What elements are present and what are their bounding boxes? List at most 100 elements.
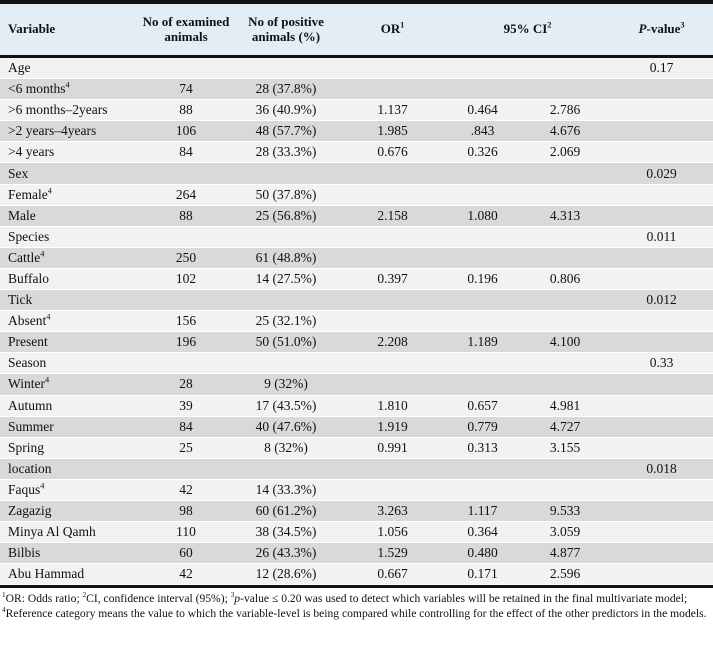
row-label: Age — [8, 60, 31, 76]
cell-ci_low: 1.189 — [467, 334, 498, 350]
cell-or: 0.397 — [377, 270, 408, 286]
cell-pvalue: 0.011 — [646, 228, 677, 244]
reference-category-superscript: 4 — [40, 481, 45, 491]
col-header-ci: 95% CI2 — [503, 20, 552, 37]
cell-ci_high: 2.786 — [549, 102, 581, 118]
row-label: >6 months–2years — [8, 102, 108, 118]
pvalue-superscript: 3 — [680, 20, 685, 30]
cell-ci_low: 0.480 — [467, 545, 498, 561]
table-row: Species 0.011 — [0, 226, 713, 248]
cell-pvalue: 0.018 — [646, 460, 677, 476]
row-label: <6 months4 — [8, 80, 70, 97]
table-row: Sex 0.029 — [0, 163, 713, 185]
table-row: >4 years 84 28 (33.3%) 0.676 0.326 2.069 — [0, 142, 713, 164]
reference-category-superscript: 4 — [40, 249, 45, 259]
cell-or: 1.919 — [377, 418, 408, 434]
table-header: Variable No of examined animals No of po… — [0, 0, 713, 58]
cell-positive: 28 (33.3%) — [255, 144, 317, 160]
cell-examined: 98 — [179, 503, 193, 519]
table-footnote: 1OR: Odds ratio; 2CI, confidence interva… — [2, 591, 707, 621]
cell-ci_low: 0.779 — [467, 418, 498, 434]
cell-positive: 61 (48.8%) — [255, 249, 317, 265]
cell-or: 1.137 — [377, 102, 408, 118]
table-row: Minya Al Qamh 110 38 (34.5%) 1.056 0.364 3.05… — [0, 522, 713, 544]
cell-ci_high: 0.806 — [549, 270, 581, 286]
table-body: Age 0.17 <6 months4 74 28 (37.8%) >6 months–2… — [0, 58, 713, 589]
row-label: Species — [8, 228, 50, 244]
cell-examined: 88 — [179, 102, 193, 118]
cell-examined: 88 — [179, 207, 193, 223]
cell-pvalue: 0.029 — [646, 165, 677, 181]
cell-ci_high: 4.313 — [549, 207, 581, 223]
cell-ci_low: 1.080 — [467, 207, 498, 223]
reference-category-superscript: 4 — [47, 186, 52, 196]
cell-positive: 26 (43.3%) — [255, 545, 317, 561]
cell-positive: 8 (32%) — [264, 439, 308, 455]
cell-examined: 60 — [179, 545, 193, 561]
cell-ci_high: 4.981 — [549, 397, 581, 413]
cell-examined: 196 — [175, 334, 197, 350]
row-label: Summer — [8, 418, 54, 434]
cell-examined: 25 — [179, 439, 193, 455]
cell-or: 1.985 — [377, 123, 408, 139]
col-header-positive: No of positive animals (%) — [248, 13, 324, 44]
cell-pvalue: 0.012 — [646, 292, 677, 308]
row-label: >2 years–4years — [8, 123, 97, 139]
table-row: Female4 264 50 (37.8%) — [0, 184, 713, 206]
row-label: Season — [8, 355, 47, 371]
table-row: >2 years–4years 106 48 (57.7%) 1.985 .843 4.6… — [0, 121, 713, 143]
cell-examined: 156 — [175, 313, 197, 329]
row-label: Cattle4 — [8, 249, 45, 265]
row-label: Spring — [8, 439, 45, 455]
cell-ci_high: 2.069 — [549, 144, 581, 160]
cell-examined: 84 — [179, 144, 193, 160]
row-label: >4 years — [8, 144, 55, 160]
cell-positive: 40 (47.6%) — [255, 418, 317, 434]
cell-ci_low: 0.464 — [467, 102, 498, 118]
cell-positive: 38 (34.5%) — [255, 524, 317, 540]
table-row: Buffalo 102 14 (27.5%) 0.397 0.196 0.806 — [0, 268, 713, 291]
cell-ci_high: 4.727 — [549, 418, 581, 434]
table-row: Male 88 25 (56.8%) 2.158 1.080 4.313 — [0, 205, 713, 227]
cell-ci_low: 0.171 — [467, 566, 498, 582]
table-row: Abu Hammad 42 12 (28.6%) 0.667 0.171 2.596 — [0, 564, 713, 586]
cell-positive: 17 (43.5%) — [255, 397, 317, 413]
cell-examined: 250 — [175, 249, 197, 265]
table-row: Zagazig 98 60 (61.2%) 3.263 1.117 9.533 — [0, 500, 713, 523]
cell-ci_low: .843 — [470, 123, 495, 139]
row-label: Faqus4 — [8, 481, 45, 497]
reference-category-superscript: 4 — [46, 312, 51, 322]
row-label: Male — [8, 207, 36, 223]
cell-positive: 50 (51.0%) — [255, 334, 317, 350]
cell-positive: 50 (37.8%) — [255, 186, 317, 202]
table-row: Spring 25 8 (32%) 0.991 0.313 3.155 — [0, 437, 713, 459]
cell-ci_low: 0.196 — [467, 270, 498, 286]
col-header-or: OR1 — [380, 20, 405, 37]
cell-or: 0.667 — [377, 566, 408, 582]
table-row: Summer 84 40 (47.6%) 1.919 0.779 4.727 — [0, 416, 713, 438]
cell-ci_low: 0.326 — [467, 144, 498, 160]
row-label: Bilbis — [8, 545, 41, 561]
cell-ci_high: 3.059 — [549, 524, 581, 540]
cell-or: 0.676 — [377, 144, 408, 160]
cell-or: 2.208 — [377, 334, 408, 350]
cell-pvalue: 0.17 — [649, 60, 674, 76]
table-row: Season 0.33 — [0, 353, 713, 375]
cell-ci_high: 9.533 — [549, 503, 581, 519]
cell-positive: 48 (57.7%) — [255, 123, 317, 139]
cell-ci_low: 0.313 — [467, 439, 498, 455]
row-label: Sex — [8, 165, 29, 181]
cell-positive: 60 (61.2%) — [255, 503, 317, 519]
cell-ci_high: 2.596 — [549, 566, 581, 582]
ci-superscript: 2 — [547, 20, 552, 30]
cell-positive: 25 (32.1%) — [255, 313, 317, 329]
cell-positive: 12 (28.6%) — [255, 566, 317, 582]
col-header-examined: No of examined animals — [142, 13, 230, 44]
row-label: Autumn — [8, 397, 53, 413]
table-row: Cattle4 250 61 (48.8%) — [0, 247, 713, 269]
row-label: Female4 — [8, 186, 52, 202]
row-label: Zagazig — [8, 503, 52, 519]
cell-ci_high: 4.877 — [549, 545, 581, 561]
cell-positive: 14 (33.3%) — [255, 481, 317, 497]
row-label: Absent4 — [8, 312, 51, 329]
